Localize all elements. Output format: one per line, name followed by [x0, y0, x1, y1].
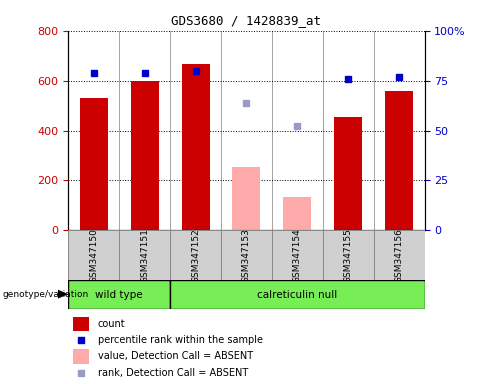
Text: calreticulin null: calreticulin null — [257, 290, 338, 300]
Bar — [182, 64, 209, 230]
Bar — [68, 280, 170, 309]
Text: count: count — [98, 319, 125, 329]
Text: GSM347156: GSM347156 — [395, 228, 404, 283]
Text: genotype/variation: genotype/variation — [2, 290, 89, 299]
Text: rank, Detection Call = ABSENT: rank, Detection Call = ABSENT — [98, 368, 248, 378]
Text: GSM347155: GSM347155 — [344, 228, 353, 283]
Text: wild type: wild type — [95, 290, 143, 300]
Bar — [170, 280, 425, 309]
Bar — [68, 230, 119, 280]
Text: GSM347153: GSM347153 — [242, 228, 251, 283]
Bar — [272, 230, 323, 280]
Bar — [170, 230, 221, 280]
Bar — [80, 98, 108, 230]
Title: GDS3680 / 1428839_at: GDS3680 / 1428839_at — [171, 14, 322, 27]
Bar — [73, 317, 89, 331]
Text: value, Detection Call = ABSENT: value, Detection Call = ABSENT — [98, 351, 253, 361]
Text: GSM347152: GSM347152 — [191, 228, 200, 283]
Bar — [73, 349, 89, 364]
Text: GSM347150: GSM347150 — [89, 228, 98, 283]
Bar — [374, 230, 425, 280]
Polygon shape — [58, 290, 68, 299]
Bar — [284, 197, 311, 230]
Bar — [385, 91, 413, 230]
Text: percentile rank within the sample: percentile rank within the sample — [98, 335, 263, 345]
Bar — [131, 81, 159, 230]
Text: GSM347151: GSM347151 — [140, 228, 149, 283]
Bar — [323, 230, 374, 280]
Bar — [334, 117, 362, 230]
Bar — [232, 167, 261, 230]
Bar — [221, 230, 272, 280]
Text: GSM347154: GSM347154 — [293, 228, 302, 283]
Bar — [119, 230, 170, 280]
